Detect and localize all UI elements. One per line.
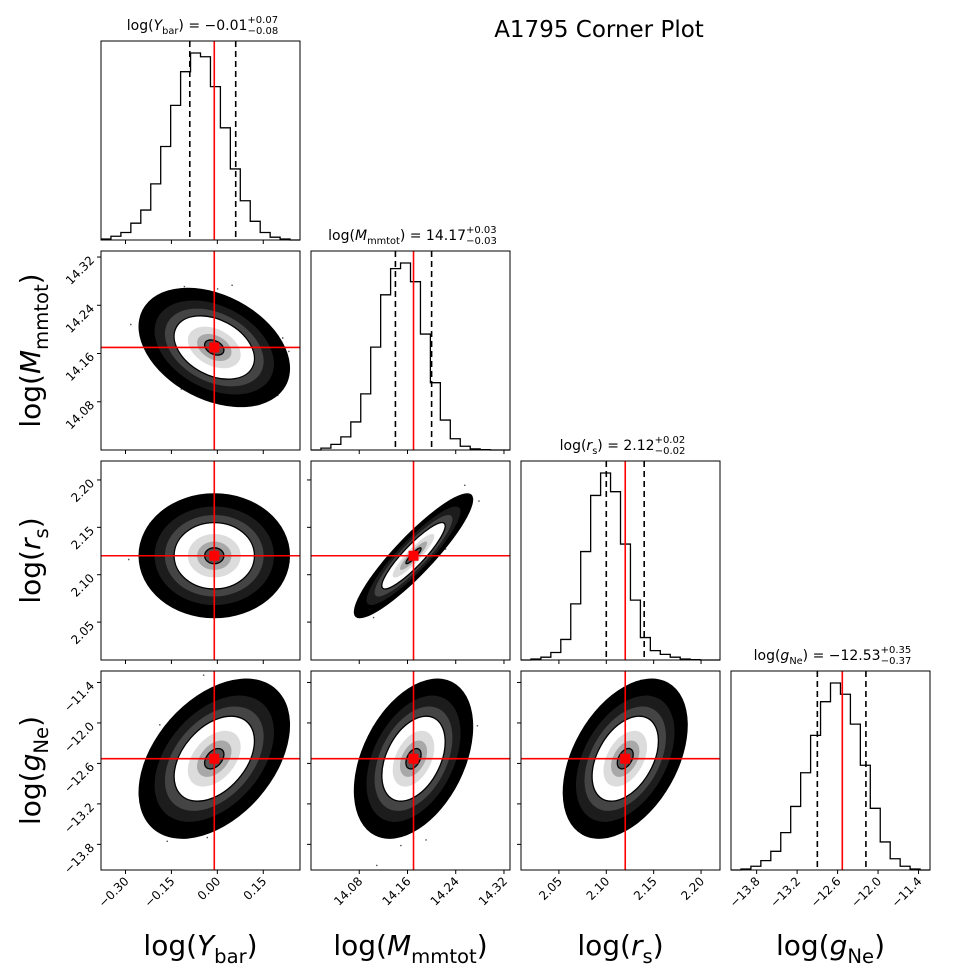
hist-title-Mmmtot: log(Mmmtot) = 14.17+0.03 −0.03 [328,225,497,247]
hist-frame-Mmmtot [310,250,511,451]
xaxis-label-gNe: log(gNe) [776,929,885,968]
truth-marker [209,342,220,353]
ytick-label-gNe-0: −13.8 [61,841,97,877]
xtick-label-gNe-0: −13.8 [727,874,763,910]
xtick-label-rs-3: 2.20 [678,874,707,903]
xtick-label-Mmmtot-1: 14.16 [379,874,413,908]
xtick-label-Mmmtot-2: 14.24 [428,874,462,908]
ytick-label-Mmmtot-0: 14.08 [63,398,97,432]
hist-panel-rs: log(rs) = 2.12+0.02 −0.02 [520,435,721,664]
ytick-label-rs-1: 2.10 [68,571,97,600]
ytick-label-Mmmtot-1: 14.16 [63,350,97,384]
truth-marker [209,550,220,561]
density-frame [100,670,301,871]
density-frame [520,670,721,871]
yaxis-label-rs: log(rs) [14,517,53,603]
hist-panel-gNe: log(gNe) = −12.53+0.35 −0.37 [730,645,931,874]
xtick-label-Ybar-2: 0.00 [195,874,224,903]
hist-panel-Mmmtot: log(Mmmtot) = 14.17+0.03 −0.03 [310,225,511,454]
xtick-label-rs-2: 2.15 [631,874,660,903]
panels: log(Ybar) = −0.01+0.07 −0.08 log(Mmmtot) =… [14,15,931,968]
hist-frame-rs [520,460,721,661]
truth-marker [408,550,419,561]
xaxis-label-Mmmtot: log(Mmmtot) [333,929,487,968]
histogram-Mmmtot [311,262,510,451]
xtick-label-Ybar-1: −0.15 [142,874,178,910]
ytick-label-Mmmtot-2: 14.24 [63,301,97,335]
xtick-label-rs-1: 2.10 [584,874,613,903]
hist-panel-Ybar: log(Ybar) = −0.01+0.07 −0.08 [100,15,301,244]
hist-frame-gNe [730,670,931,871]
hist-title-rs: log(rs) = 2.12+0.02 −0.02 [560,435,686,457]
yaxis-label-gNe: log(gNe) [14,716,53,825]
ytick-label-Mmmtot-3: 14.32 [63,253,97,287]
ytick-label-rs-3: 2.20 [68,476,97,505]
density-frame [100,460,301,661]
figure-title: A1795 Corner Plot [494,17,704,43]
xtick-label-gNe-4: −11.4 [889,874,925,910]
density-frame [100,250,301,451]
density-panel-Mmmtot-rs [307,460,511,664]
density-panel-Mmmtot-gNe [307,670,511,874]
ytick-label-gNe-4: −11.4 [61,679,97,715]
xaxis-label-Ybar: log(Ybar) [143,929,257,968]
xtick-label-Mmmtot-0: 14.08 [331,874,365,908]
density-panel-Ybar-Mmmtot [97,250,301,454]
hist-frame-Ybar [100,40,301,241]
xaxis-label-rs: log(rs) [577,929,663,968]
ytick-label-gNe-1: −13.2 [61,800,97,836]
xtick-label-rs-0: 2.05 [536,874,565,903]
density-panel-Ybar-gNe [97,670,301,874]
xtick-label-Ybar-0: −0.30 [96,874,132,910]
ytick-label-gNe-3: −12.0 [61,719,97,755]
xtick-label-gNe-1: −13.2 [767,874,803,910]
xtick-label-gNe-3: −12.0 [848,874,884,910]
truth-marker [209,753,220,764]
hist-title-Ybar: log(Ybar) = −0.01+0.07 −0.08 [127,15,278,37]
density-frame [310,670,511,871]
xtick-label-Mmmtot-3: 14.32 [476,874,510,908]
yaxis-label-Mmmtot: log(Mmmtot) [14,273,53,427]
histogram-Ybar [101,52,300,241]
xtick-label-Ybar-3: 0.15 [241,874,270,903]
xtick-label-gNe-2: −12.6 [808,874,844,910]
ytick-label-gNe-2: −12.6 [61,760,97,796]
ytick-label-rs-2: 2.15 [68,524,97,553]
histogram-gNe [731,682,930,871]
truth-marker [620,753,631,764]
hist-title-gNe: log(gNe) = −12.53+0.35 −0.37 [754,645,912,667]
histogram-rs [521,472,720,661]
density-frame [310,460,511,661]
density-panel-Ybar-rs [97,460,301,664]
truth-marker [408,753,419,764]
density-panel-rs-gNe [517,670,721,874]
ytick-label-rs-0: 2.05 [68,618,97,647]
